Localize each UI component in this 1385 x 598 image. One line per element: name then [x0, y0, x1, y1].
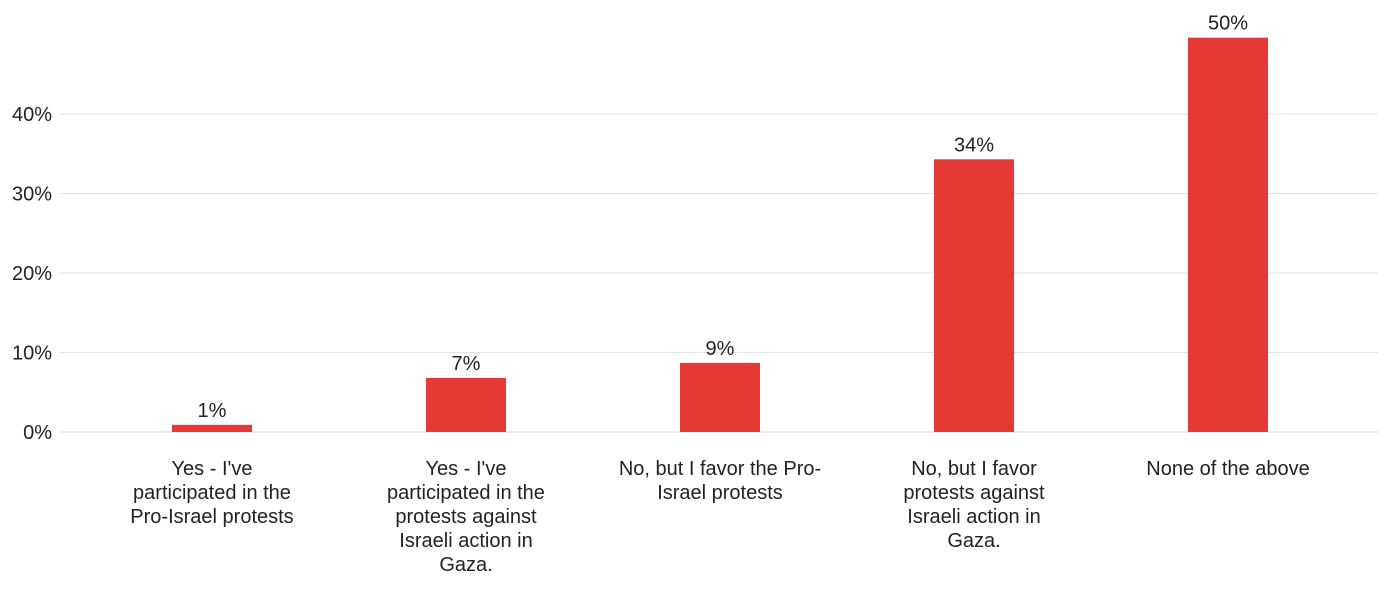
data-label: 9% — [706, 338, 735, 360]
y-tick-label: 20% — [12, 263, 52, 285]
bar — [172, 424, 252, 432]
x-category-label: Yes - I've participated in the Pro-Israe… — [130, 458, 294, 528]
y-tick-label: 0% — [23, 422, 52, 444]
data-label: 1% — [198, 400, 227, 422]
y-tick-label: 30% — [12, 184, 52, 206]
y-tick-label: 10% — [12, 343, 52, 365]
data-labels: 1% 7% 9% 34% 50% — [198, 13, 1249, 422]
bar — [934, 159, 1014, 432]
x-category-label: No, but I favor the Pro-Israel protests — [618, 458, 822, 504]
bar — [1188, 37, 1268, 433]
gridlines — [60, 113, 1378, 433]
x-category-label: Yes - I've participated in the protests … — [387, 458, 545, 576]
bars — [172, 37, 1268, 433]
data-label: 50% — [1208, 13, 1248, 35]
data-label: 34% — [954, 134, 994, 156]
y-tick-label: 40% — [12, 104, 52, 126]
x-category-label: No, but I favor protests against Israeli… — [903, 458, 1045, 552]
bar — [426, 377, 506, 432]
data-label: 7% — [452, 353, 481, 375]
y-axis-tick-labels: 0% 10% 20% 30% 40% — [12, 104, 52, 444]
bar — [680, 362, 760, 432]
x-category-label: None of the above — [1146, 458, 1310, 480]
